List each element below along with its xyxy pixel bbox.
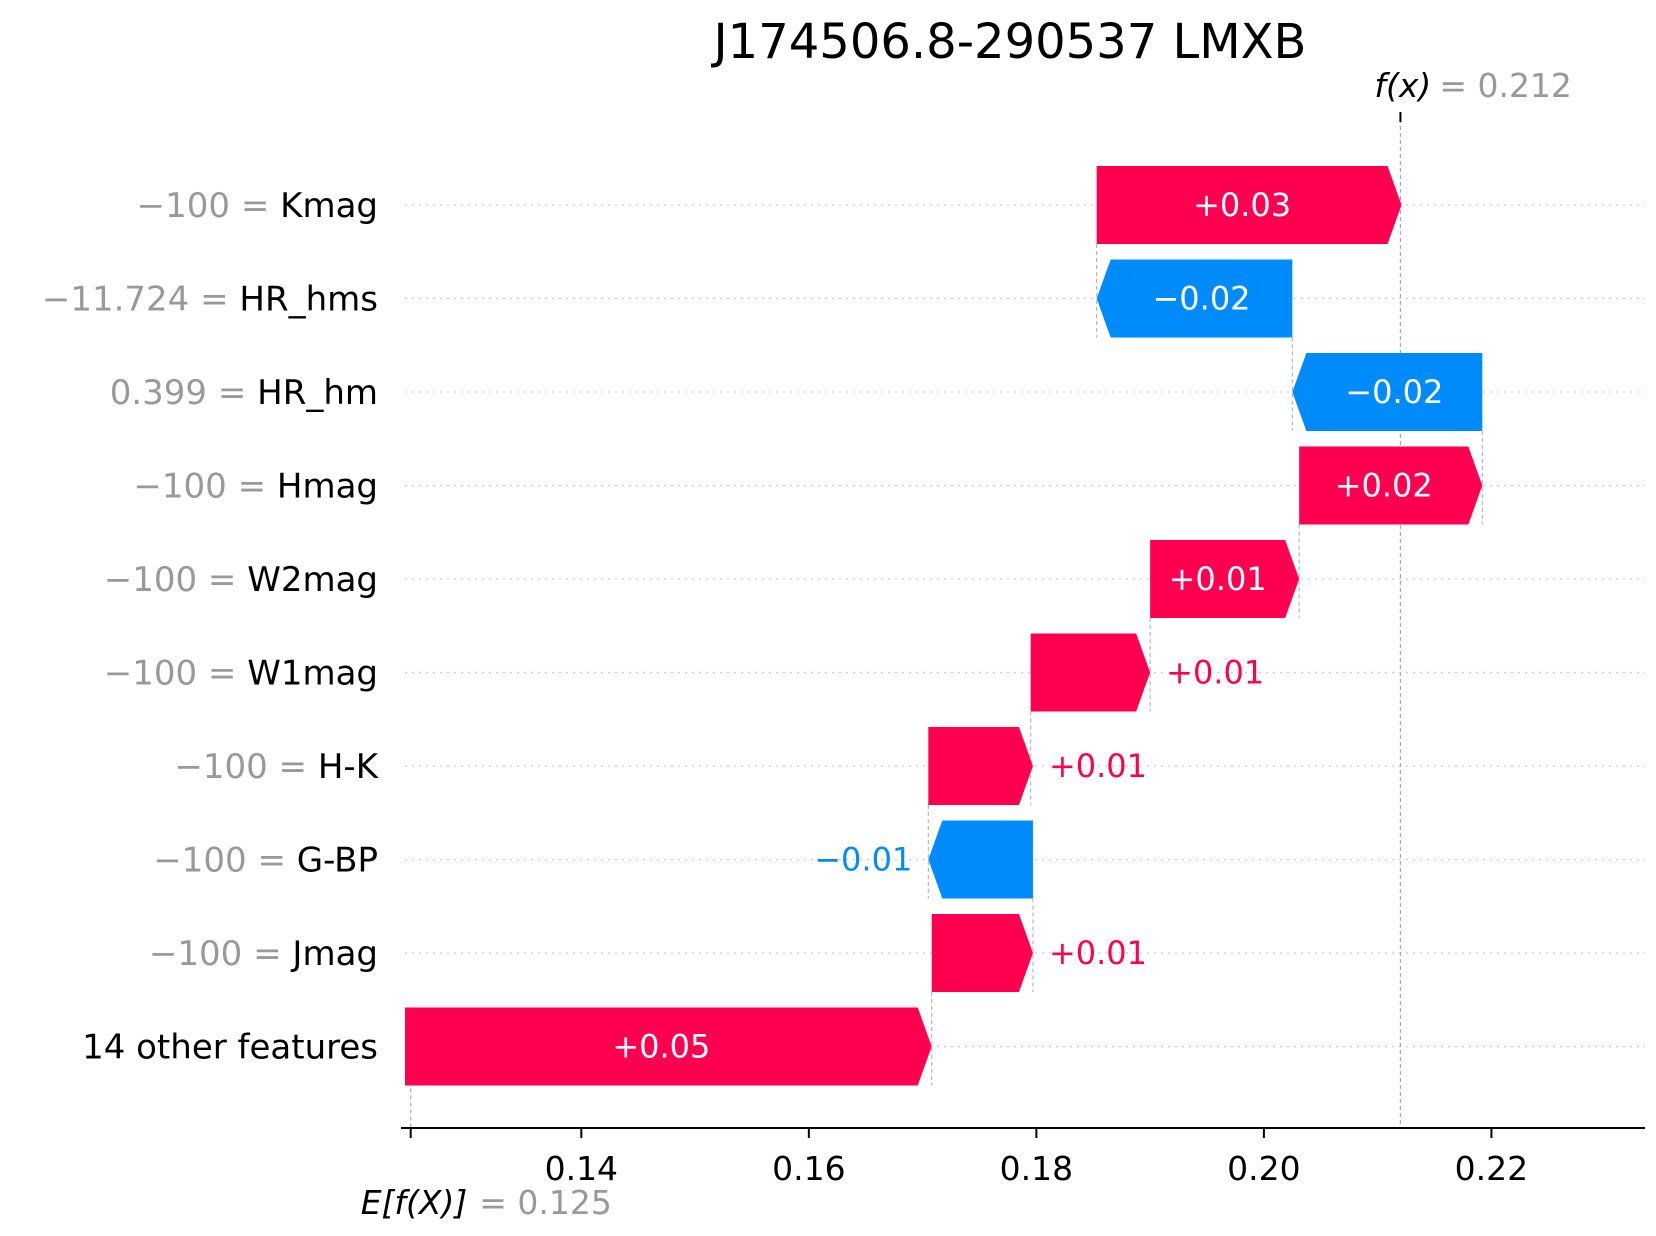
feature-value: −100 =	[174, 747, 318, 787]
waterfall-bar	[1096, 166, 1402, 244]
feature-name: W1mag	[247, 654, 378, 694]
waterfall-bar	[1299, 446, 1483, 525]
feature-value: −100 =	[149, 934, 293, 974]
connector-lines	[410, 112, 1483, 1138]
output-value-annotation: f(x) = 0.212	[1374, 66, 1572, 105]
gridlines	[405, 204, 1645, 1048]
feature-value: 0.399 =	[110, 373, 257, 413]
x-tick-label: 0.18	[1000, 1149, 1073, 1188]
svg-text:f(x)= 0.212: f(x) = 0.212	[1374, 66, 1572, 105]
feature-name: 14 other features	[82, 1028, 378, 1068]
feature-name: H-K	[318, 747, 380, 787]
waterfall-bar	[928, 820, 1033, 899]
waterfall-bar	[1096, 259, 1293, 338]
output-value-text: = 0.212	[1439, 66, 1572, 105]
feature-value: −100 =	[153, 841, 297, 881]
feature-label: 0.399 = HR_hm	[110, 373, 378, 413]
bar-value-label: +0.01	[1049, 747, 1147, 785]
bar-value-label: −0.02	[1345, 373, 1443, 411]
waterfall-bar	[1292, 353, 1483, 431]
chart-title: J174506.8-290537 LMXB	[711, 14, 1307, 70]
bar-value-label: +0.05	[612, 1028, 710, 1066]
feature-label: 14 other features	[82, 1028, 378, 1068]
bar-value-label: +0.03	[1193, 186, 1291, 224]
base-value-annotation: E[f(X)] = 0.125	[361, 1183, 612, 1222]
feature-name: Jmag	[290, 934, 378, 974]
feature-name: HR_hms	[239, 280, 378, 320]
base-value-label: E[f(X)]	[361, 1183, 468, 1222]
waterfall-bar	[931, 914, 1033, 992]
bars: +0.03 −0.02 −0.02 +0.02 +0.01 +0.01 +0.01 −0.01…	[405, 166, 1483, 1086]
feature-value: −100 =	[133, 467, 277, 507]
bar-value-label: +0.01	[1049, 934, 1147, 972]
feature-value: −100 =	[137, 186, 281, 226]
feature-label: −100 = Kmag	[137, 186, 378, 226]
feature-labels: −100 = Kmag −11.724 = HR_hms 0.399 = HR_hm…	[42, 186, 380, 1068]
feature-name: Kmag	[280, 186, 378, 226]
bar-value-label: +0.01	[1169, 560, 1267, 598]
output-value-label: f(x)	[1374, 66, 1431, 105]
base-value-text: = 0.125	[479, 1183, 612, 1222]
bar-value-label: −0.01	[814, 841, 912, 879]
x-axis: 0.14 0.16 0.18 0.20 0.22	[401, 1127, 1645, 1188]
x-tick-label: 0.16	[772, 1149, 845, 1188]
feature-name: W2mag	[247, 560, 378, 600]
feature-name: HR_hm	[257, 373, 378, 413]
feature-label: −100 = H-K	[174, 747, 379, 787]
feature-value: −100 =	[104, 654, 248, 694]
x-tick-label: 0.22	[1455, 1149, 1528, 1188]
feature-name: Hmag	[277, 467, 378, 507]
waterfall-bar	[1150, 540, 1300, 618]
feature-label: −100 = W1mag	[104, 654, 378, 694]
waterfall-bar	[405, 1007, 932, 1086]
x-tick-label: 0.14	[545, 1149, 618, 1188]
bar-value-label: +0.01	[1166, 654, 1264, 692]
feature-label: −100 = Hmag	[133, 467, 378, 507]
feature-label: −100 = Jmag	[149, 934, 378, 974]
feature-name: G-BP	[297, 841, 378, 881]
bar-value-label: −0.02	[1152, 280, 1250, 318]
svg-text:E[f(X)]= 0.125: E[f(X)] = 0.125	[361, 1183, 612, 1222]
feature-value: −11.724 =	[42, 280, 240, 320]
waterfall-bar	[1030, 633, 1151, 712]
waterfall-bar	[928, 727, 1033, 805]
x-tick-label: 0.20	[1227, 1149, 1300, 1188]
feature-label: −11.724 = HR_hms	[42, 280, 378, 320]
feature-label: −100 = G-BP	[153, 841, 378, 881]
bar-value-label: +0.02	[1335, 467, 1433, 505]
feature-label: −100 = W2mag	[104, 560, 378, 600]
feature-value: −100 =	[104, 560, 248, 600]
